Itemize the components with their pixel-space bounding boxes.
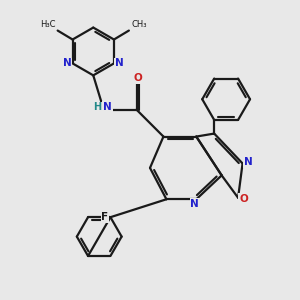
Text: F: F — [101, 212, 109, 222]
Text: N: N — [103, 102, 112, 112]
Text: CH₃: CH₃ — [131, 20, 147, 29]
Text: O: O — [239, 194, 248, 204]
Text: H: H — [93, 102, 101, 112]
Text: N: N — [115, 58, 124, 68]
Text: N: N — [244, 157, 253, 167]
Text: N: N — [190, 199, 199, 209]
Text: O: O — [134, 73, 142, 83]
Text: N: N — [63, 58, 72, 68]
Text: H₃C: H₃C — [40, 20, 55, 29]
